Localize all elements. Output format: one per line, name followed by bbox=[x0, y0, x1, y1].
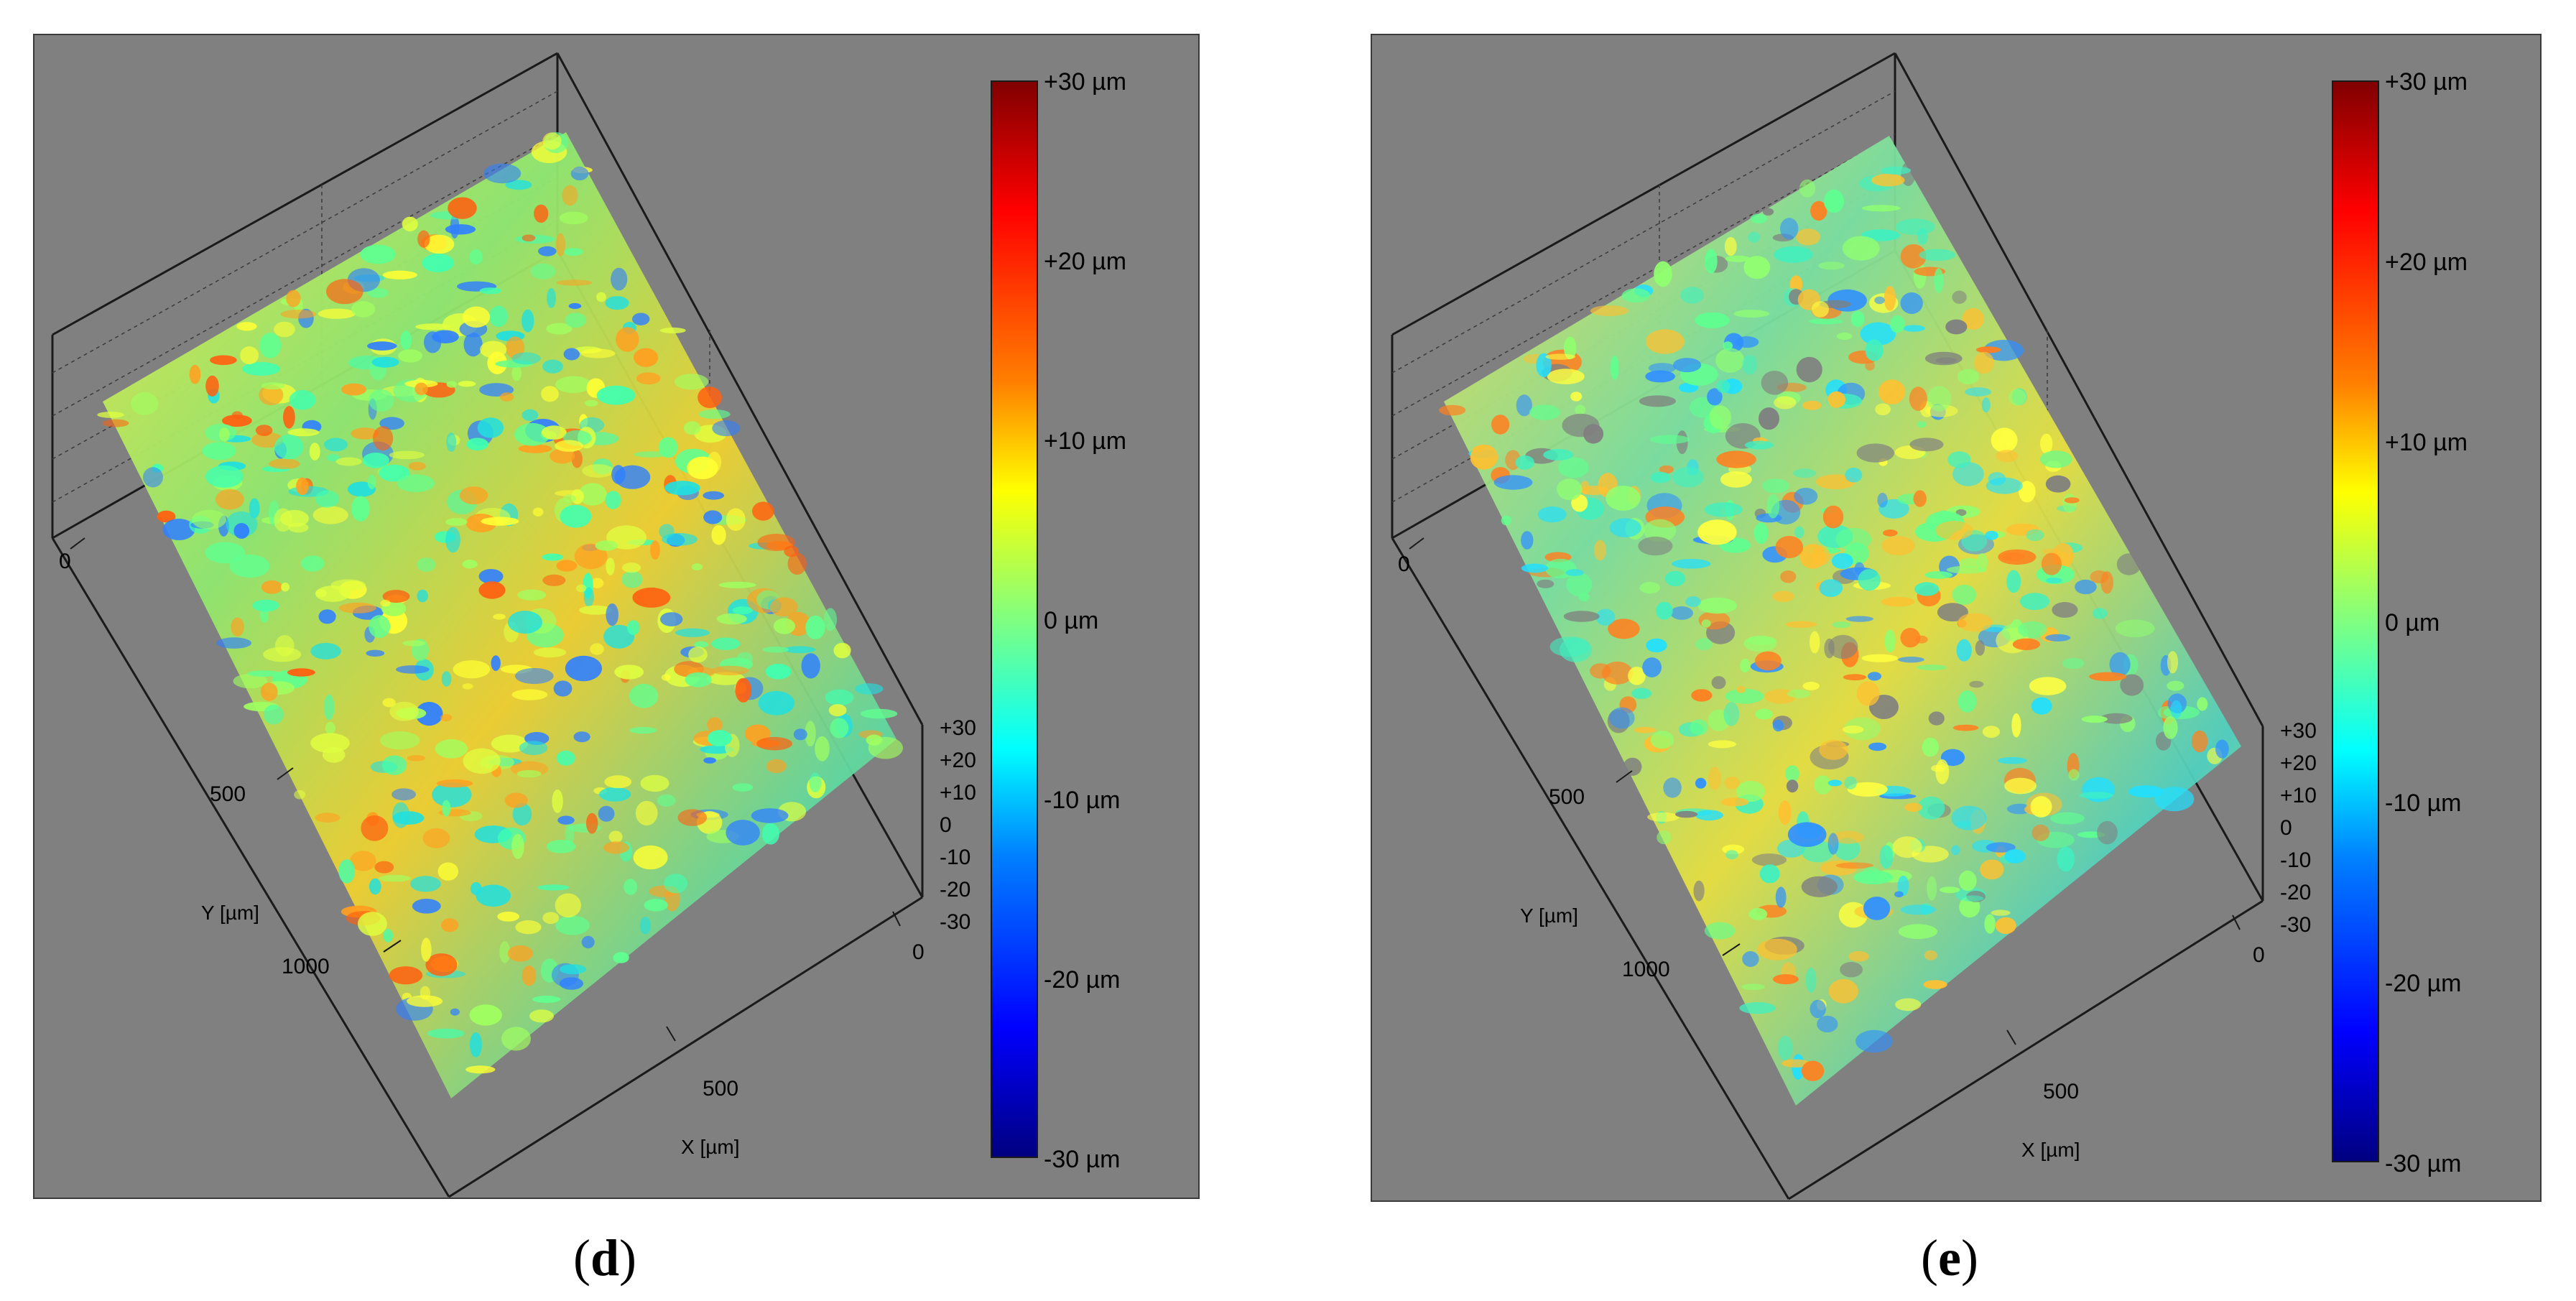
z-tick-20: +20 bbox=[940, 749, 976, 772]
x-tick-0: 0 bbox=[912, 940, 925, 964]
y-tick-500: 500 bbox=[1549, 785, 1585, 809]
z-tick-neg30: -30 bbox=[940, 910, 971, 934]
z-tick-10: +10 bbox=[2280, 784, 2317, 807]
x-tick-0: 0 bbox=[2253, 943, 2265, 967]
y-tick-1000: 1000 bbox=[1622, 958, 1670, 981]
z-tick-0: 0 bbox=[2280, 816, 2292, 840]
colorbar-label-20: +20 µm bbox=[2385, 249, 2468, 276]
surface-plot-panel-e: +30 µm +20 µm +10 µm 0 µm -10 µm -20 µm … bbox=[1371, 34, 2542, 1202]
surface-3d-view-e bbox=[1391, 52, 2264, 1200]
z-tick-20: +20 bbox=[2280, 751, 2317, 775]
color-scale-bar-e bbox=[2332, 80, 2379, 1162]
colorbar-label-neg10: -10 µm bbox=[2385, 790, 2462, 817]
colorbar-label-20: +20 µm bbox=[1044, 248, 1127, 275]
colorbar-label-neg10: -10 µm bbox=[1044, 787, 1121, 814]
colorbar-label-max: +30 µm bbox=[1044, 68, 1127, 96]
x-axis-title: X [µm] bbox=[2021, 1139, 2080, 1161]
y-tick-0: 0 bbox=[59, 550, 71, 573]
colorbar-label-zero: 0 µm bbox=[2385, 609, 2440, 636]
color-scale-bar-d bbox=[991, 80, 1038, 1158]
caption-d: (d) bbox=[573, 1229, 637, 1287]
y-axis-title: Y [µm] bbox=[201, 902, 259, 924]
y-tick-500: 500 bbox=[210, 782, 246, 806]
surface-3d-view-d bbox=[51, 52, 924, 1198]
z-tick-30: +30 bbox=[940, 716, 976, 740]
surface-plot-panel-d: +30 µm +20 µm +10 µm 0 µm -10 µm -20 µm … bbox=[33, 34, 1200, 1199]
y-axis-title: Y [µm] bbox=[1520, 904, 1578, 927]
y-tick-0: 0 bbox=[1398, 552, 1410, 576]
z-tick-neg10: -10 bbox=[940, 846, 971, 869]
height-map-surface-d bbox=[97, 132, 904, 1098]
x-axis-title: X [µm] bbox=[681, 1136, 740, 1158]
y-tick-1000: 1000 bbox=[282, 955, 330, 978]
z-tick-neg10: -10 bbox=[2280, 848, 2312, 872]
z-tick-neg20: -20 bbox=[2280, 881, 2312, 904]
colorbar-label-10: +10 µm bbox=[2385, 429, 2468, 456]
height-map-surface-e bbox=[1439, 136, 2241, 1106]
colorbar-label-neg20: -20 µm bbox=[2385, 970, 2462, 997]
colorbar-label-min: -30 µm bbox=[2385, 1150, 2462, 1177]
axis-tick-marks-d bbox=[70, 537, 901, 1042]
z-tick-0: 0 bbox=[940, 813, 952, 837]
x-tick-500: 500 bbox=[2043, 1080, 2080, 1103]
caption-e: (e) bbox=[1921, 1229, 1978, 1287]
colorbar-label-10: +10 µm bbox=[1044, 427, 1127, 455]
x-tick-500: 500 bbox=[703, 1077, 739, 1101]
z-tick-30: +30 bbox=[2280, 719, 2317, 743]
z-tick-neg30: -30 bbox=[2280, 913, 2312, 937]
colorbar-label-max: +30 µm bbox=[2385, 68, 2468, 96]
axis-tick-marks-e bbox=[1409, 537, 2241, 1045]
z-tick-neg20: -20 bbox=[940, 878, 971, 902]
colorbar-label-zero: 0 µm bbox=[1044, 607, 1099, 634]
colorbar-label-min: -30 µm bbox=[1044, 1146, 1121, 1173]
colorbar-label-neg20: -20 µm bbox=[1044, 966, 1121, 994]
z-tick-10: +10 bbox=[940, 781, 976, 805]
